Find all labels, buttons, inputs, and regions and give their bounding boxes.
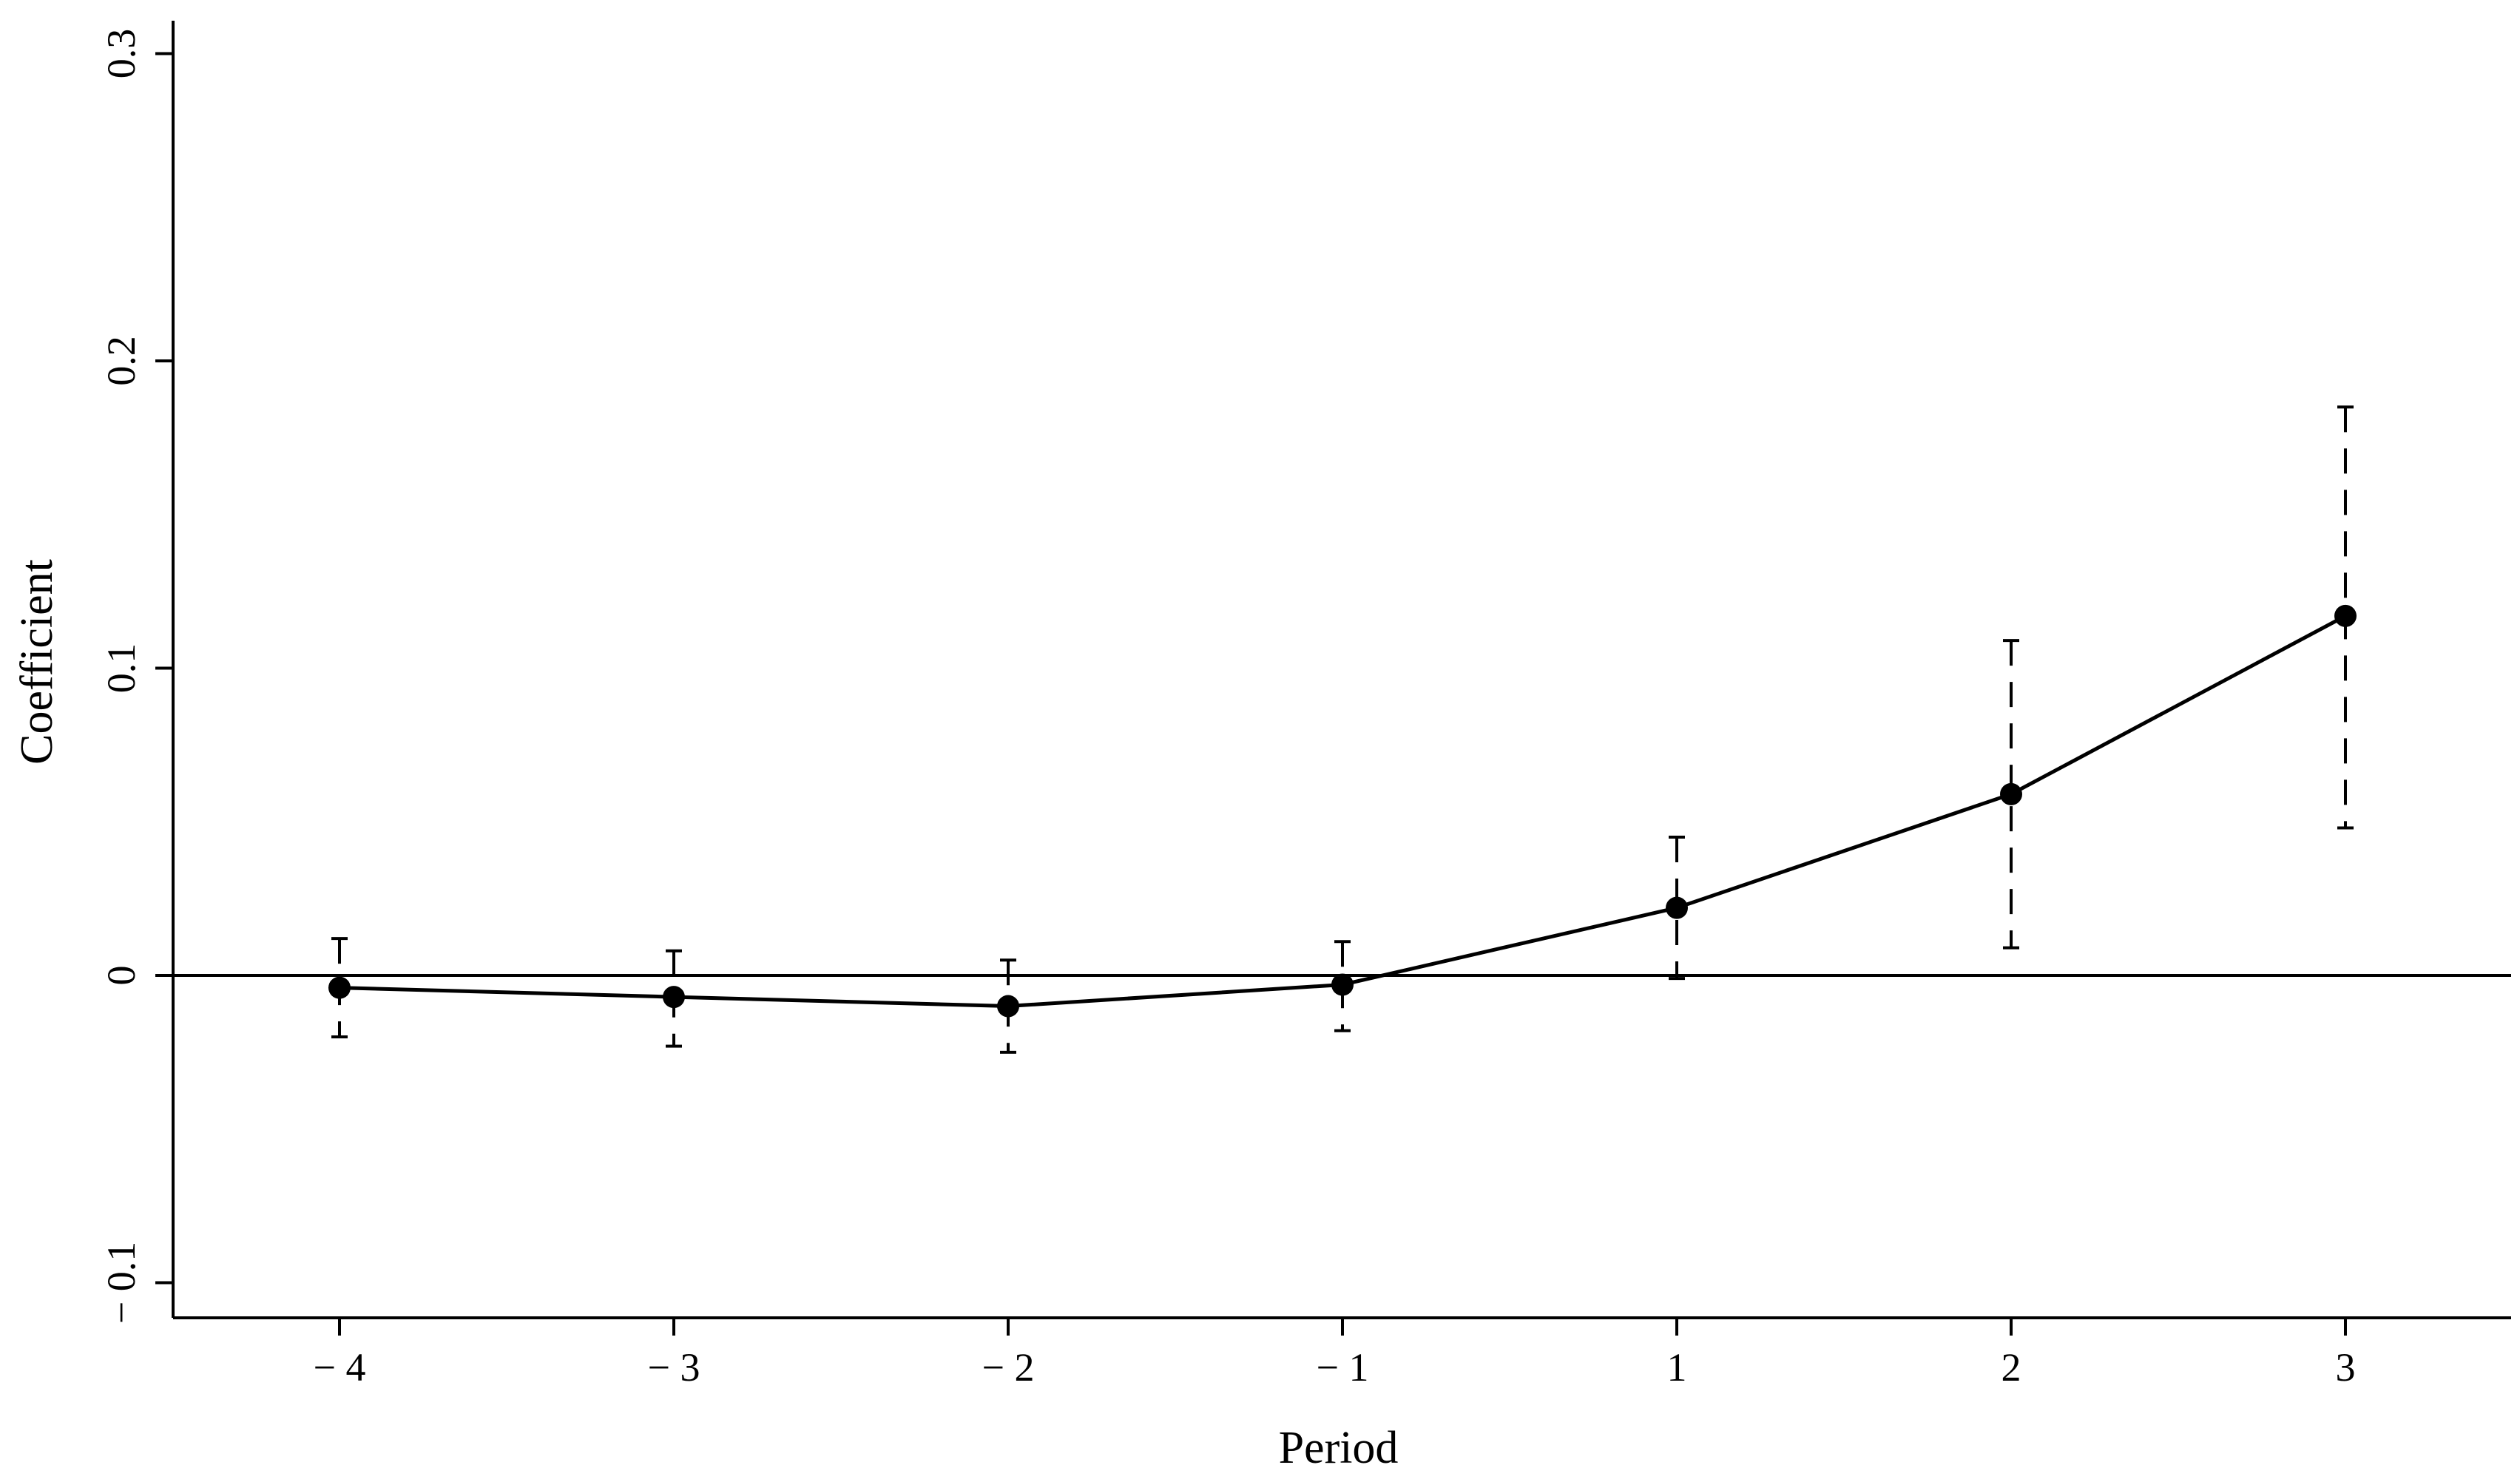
data-point [2000, 782, 2022, 805]
x-tick-label: − 2 [982, 1345, 1035, 1390]
x-tick-label: − 1 [1317, 1345, 1369, 1390]
data-point [1666, 896, 1688, 919]
y-tick-label: 0.2 [99, 336, 143, 386]
error-bars [331, 405, 2354, 1054]
y-tick-label: 0.1 [99, 643, 143, 694]
tick-labels: − 0.1 0 0.1 0.2 0.3 − 4 − 3 − 2 − 1 1 2 3 [99, 29, 2356, 1390]
axes [155, 21, 2511, 1336]
y-tick-label: − 0.1 [99, 1242, 143, 1324]
x-tick-label: − 4 [314, 1345, 366, 1390]
data-points [328, 604, 2357, 1018]
data-point [1331, 973, 1354, 996]
x-axis-title: Period [1279, 1423, 1399, 1473]
data-point [997, 995, 1019, 1018]
data-point [663, 986, 685, 1009]
data-point [2334, 604, 2357, 627]
y-tick-label: 0.3 [99, 29, 143, 79]
x-tick-label: 2 [2002, 1345, 2021, 1390]
x-tick-label: − 3 [648, 1345, 700, 1390]
data-point [328, 976, 351, 999]
x-tick-label: 3 [2336, 1345, 2356, 1390]
x-tick-label: 1 [1667, 1345, 1687, 1390]
y-tick-label: 0 [99, 966, 143, 986]
y-axis-title: Coefficient [12, 559, 62, 765]
